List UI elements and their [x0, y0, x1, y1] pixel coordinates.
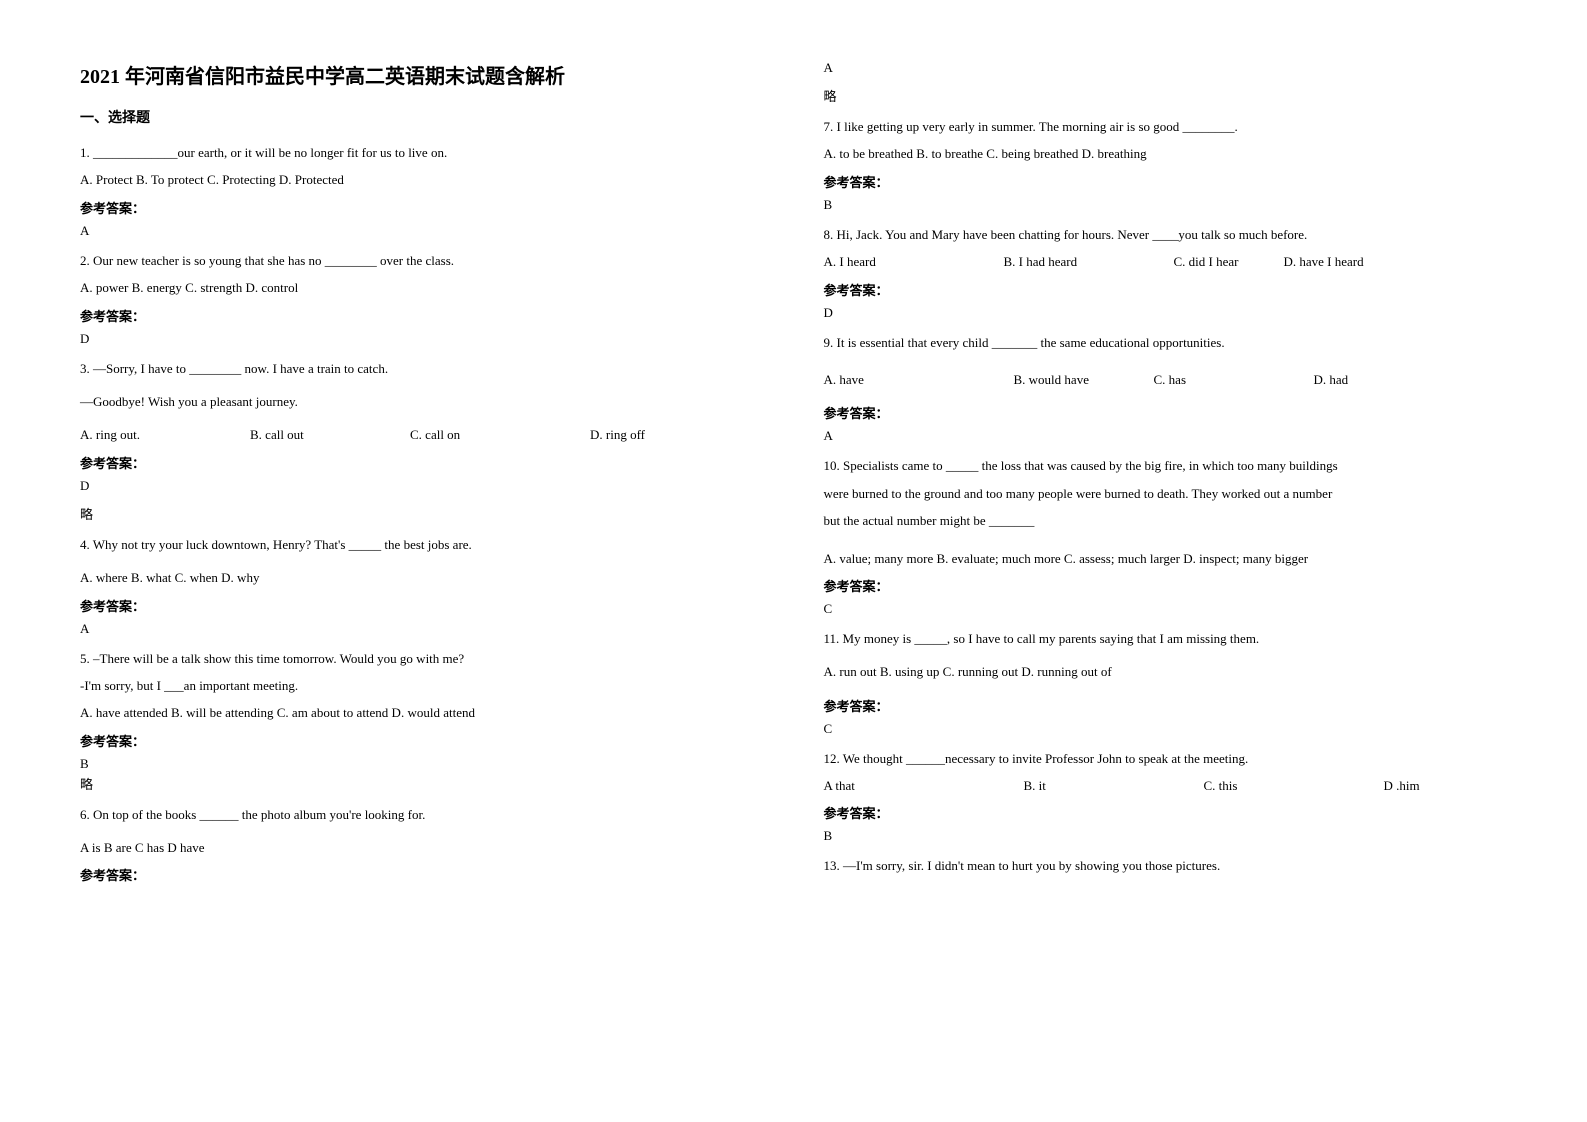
q11-options: A. run out B. using up C. running out D.… [824, 660, 1508, 683]
q12-optC: C. this [1204, 774, 1384, 797]
q4-answer: A [80, 621, 764, 637]
q9-options: A. have B. would have C. has D. had [824, 368, 1508, 391]
q8-options: A. I heard B. I had heard C. did I hear … [824, 250, 1508, 273]
q9-text: 9. It is essential that every child ____… [824, 331, 1508, 354]
q12-optB: B. it [1024, 774, 1204, 797]
q8-optB: B. I had heard [1004, 250, 1174, 273]
q11-answer: C [824, 721, 1508, 737]
q3-optD: D. ring off [590, 423, 645, 446]
q4-options: A. where B. what C. when D. why [80, 566, 764, 589]
q12-text: 12. We thought ______necessary to invite… [824, 747, 1508, 770]
section-header: 一、选择题 [80, 107, 764, 127]
q8-answer: D [824, 305, 1508, 321]
q1-options: A. Protect B. To protect C. Protecting D… [80, 168, 764, 191]
q12-answer-label: 参考答案： [824, 803, 1508, 822]
q7-answer-label: 参考答案： [824, 172, 1508, 191]
q3-answer: D [80, 478, 764, 494]
q9-optD: D. had [1314, 368, 1349, 391]
q9-optB: B. would have [1014, 368, 1154, 391]
q11-answer-label: 参考答案： [824, 696, 1508, 715]
q3-answer-label: 参考答案： [80, 453, 764, 472]
q5-text1: 5. –There will be a talk show this time … [80, 647, 764, 670]
q2-options: A. power B. energy C. strength D. contro… [80, 276, 764, 299]
q7-options: A. to be breathed B. to breathe C. being… [824, 142, 1508, 165]
q9-optA: A. have [824, 368, 1014, 391]
q9-optC: C. has [1154, 368, 1314, 391]
q12-options: A that B. it C. this D .him [824, 774, 1508, 797]
page-title: 2021 年河南省信阳市益民中学高二英语期末试题含解析 [80, 60, 764, 89]
q1-answer: A [80, 223, 764, 239]
q6-answer: A [824, 60, 1508, 76]
q9-answer-label: 参考答案： [824, 403, 1508, 422]
q10-text1: 10. Specialists came to _____ the loss t… [824, 454, 1508, 477]
q3-text1: 3. —Sorry, I have to ________ now. I hav… [80, 357, 764, 380]
q6-text: 6. On top of the books ______ the photo … [80, 803, 764, 826]
left-column: 2021 年河南省信阳市益民中学高二英语期末试题含解析 一、选择题 1. ___… [80, 60, 764, 1062]
q8-optC: C. did I hear [1174, 250, 1284, 273]
q3-optA: A. ring out. [80, 423, 250, 446]
q3-optC: C. call on [410, 423, 590, 446]
q8-answer-label: 参考答案： [824, 280, 1508, 299]
q10-text2: were burned to the ground and too many p… [824, 482, 1508, 505]
q4-text: 4. Why not try your luck downtown, Henry… [80, 533, 764, 556]
right-column: A 略 7. I like getting up very early in s… [824, 60, 1508, 1062]
q12-optA: A that [824, 774, 1024, 797]
q10-options: A. value; many more B. evaluate; much mo… [824, 547, 1508, 570]
q10-answer: C [824, 601, 1508, 617]
q6-note: 略 [824, 86, 1508, 105]
q8-optA: A. I heard [824, 250, 1004, 273]
q8-optD: D. have I heard [1284, 250, 1364, 273]
q4-answer-label: 参考答案： [80, 596, 764, 615]
q5-answer: B [80, 756, 764, 772]
q12-answer: B [824, 828, 1508, 844]
q9-answer: A [824, 428, 1508, 444]
q10-answer-label: 参考答案： [824, 576, 1508, 595]
q8-text: 8. Hi, Jack. You and Mary have been chat… [824, 223, 1508, 246]
q10-text3: but the actual number might be _______ [824, 509, 1508, 532]
q12-optD: D .him [1384, 774, 1420, 797]
q5-text2: -I'm sorry, but I ___an important meetin… [80, 674, 764, 697]
q2-text: 2. Our new teacher is so young that she … [80, 249, 764, 272]
q1-text: 1. _____________our earth, or it will be… [80, 141, 764, 164]
q2-answer-label: 参考答案： [80, 306, 764, 325]
q13-text: 13. —I'm sorry, sir. I didn't mean to hu… [824, 854, 1508, 877]
q7-answer: B [824, 197, 1508, 213]
q2-answer: D [80, 331, 764, 347]
q3-text2: —Goodbye! Wish you a pleasant journey. [80, 390, 764, 413]
q5-answer-label: 参考答案： [80, 731, 764, 750]
q11-text: 11. My money is _____, so I have to call… [824, 627, 1508, 650]
q7-text: 7. I like getting up very early in summe… [824, 115, 1508, 138]
q3-optB: B. call out [250, 423, 410, 446]
q1-answer-label: 参考答案： [80, 198, 764, 217]
q5-note: 略 [80, 774, 764, 793]
q6-answer-label: 参考答案： [80, 865, 764, 884]
q6-options: A is B are C has D have [80, 836, 764, 859]
q3-options: A. ring out. B. call out C. call on D. r… [80, 423, 764, 446]
q3-note: 略 [80, 504, 764, 523]
q5-options: A. have attended B. will be attending C.… [80, 701, 764, 724]
